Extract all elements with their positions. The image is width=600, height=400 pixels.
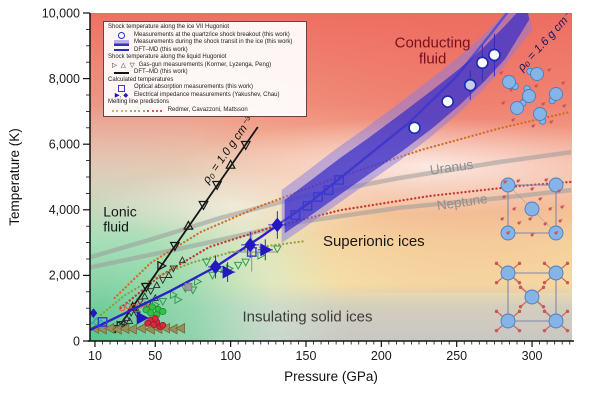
series-impedance-diamond-small [90, 308, 98, 318]
legend-row: Measurements during the shock transit in… [112, 39, 303, 47]
annotation-ionic-fluid: Lonic fluid [103, 203, 136, 234]
y-tick-label: 6,000 [49, 138, 80, 152]
legend-label: DFT–MD (this work) [134, 46, 188, 53]
series-red-dots [144, 314, 167, 331]
legend-row: ▷ △ ▽ Gas-gun measurements (Kormer, Lyzen… [112, 62, 303, 70]
legend-section-header: Melting line predictions [108, 99, 303, 107]
annotation-neptune-label: Neptune [436, 191, 489, 213]
series-band-inner [284, 13, 530, 234]
series-liquid-hugoniot-dftmd [113, 126, 259, 334]
legend-row: Redmer, Cavazzoni, Mattsson [112, 107, 303, 115]
legend-label: Shock temperature along the ice VII Hugo… [108, 24, 230, 30]
legend-swatch-lineblue [112, 49, 131, 52]
legend-swatch-circle [112, 31, 131, 40]
x-tick-label: 100 [220, 349, 241, 363]
inset-fluid [499, 63, 567, 128]
x-tick-label: 150 [296, 349, 317, 363]
legend-swatch-td: ▶, ◆ [114, 91, 129, 99]
series-gray-square [184, 282, 193, 291]
legend-label: Calculated temperatures [108, 76, 174, 83]
legend: Shock temperature along the ice VII Hugo… [103, 21, 307, 117]
legend-row: Measurements at the quartz/ice shock bre… [112, 32, 303, 40]
legend-section-header: Calculated temperatures [108, 77, 303, 85]
legend-row: ▶, ◆ Electrical impedance measurements (Y… [112, 92, 303, 100]
legend-section-header: Shock temperature along the ice VII Hugo… [108, 24, 303, 32]
x-tick-label: 250 [446, 349, 467, 363]
legend-label: DFT–MD (this work) [134, 69, 188, 76]
inset-solid [494, 261, 570, 333]
annotation-uranus-label: Uranus [429, 157, 474, 178]
series-green-dots [142, 303, 167, 319]
axes: 10 50 100 150 200 250 300 0 2,000 4,000 6,000 8,000… [42, 6, 574, 363]
y-axis-title: Temperature (K) [7, 128, 22, 226]
annotation-conducting-fluid: Conducting fluid [395, 34, 471, 67]
legend-swatch-dots [112, 109, 165, 112]
series-melt-cavazzoni [99, 239, 308, 316]
legend-section-header: Shock temperature along the liquid Hugon… [108, 54, 303, 62]
structure-insets [494, 63, 570, 333]
series-optical-squares [97, 175, 345, 327]
x-tick-label: 200 [371, 349, 392, 363]
x-tick-label: 50 [148, 349, 162, 363]
annotation-superionic-ices: Superionic ices [323, 233, 425, 250]
legend-swatch-band [112, 39, 131, 46]
legend-row: DFT–MD (this work) [112, 47, 303, 55]
legend-swatch-lineblack [112, 72, 131, 75]
x-tick-label: 300 [522, 349, 543, 363]
legend-row: DFT–MD (this work) [112, 69, 303, 77]
plot-area: Conducting fluid Lonic fluid Superionic ices… [90, 13, 572, 341]
inset-superionic [500, 177, 565, 241]
legend-label: Redmer, Cavazzoni, Mattsson [167, 107, 248, 114]
legend-label: Measurements during the shock transit in… [134, 39, 293, 46]
legend-label: Melting line predictions [108, 99, 170, 106]
y-tick-label: 10,000 [42, 6, 80, 20]
y-tick-label: 0 [73, 334, 80, 348]
series-impedance-tris [136, 243, 273, 325]
legend-label: Gas-gun measurements (Kormer, Lyzenga, P… [138, 61, 272, 68]
legend-swatch-sq [112, 84, 131, 92]
y-tick-label: 8,000 [49, 72, 80, 86]
x-axis-title: Pressure (GPa) [284, 369, 378, 384]
legend-label: Measurements at the quartz/ice shock bre… [134, 31, 290, 38]
legend-row: Optical absorption measurements (this wo… [112, 84, 303, 92]
annotation-insulating-solid-ices: Insulating solid ices [242, 308, 372, 325]
series-breakout-circles [408, 48, 501, 135]
legend-label: Electrical impedance measurements (Yakus… [134, 91, 280, 98]
x-tick-label: 10 [88, 349, 102, 363]
series-impedance-diamonds [209, 217, 284, 275]
legend-label: Shock temperature along the liquid Hugon… [108, 54, 227, 61]
y-tick-label: 4,000 [49, 203, 80, 217]
legend-label: Optical absorption measurements (this wo… [134, 84, 254, 91]
y-tick-label: 2,000 [49, 269, 80, 283]
legend-swatch-tris: ▷ △ ▽ [112, 61, 136, 69]
